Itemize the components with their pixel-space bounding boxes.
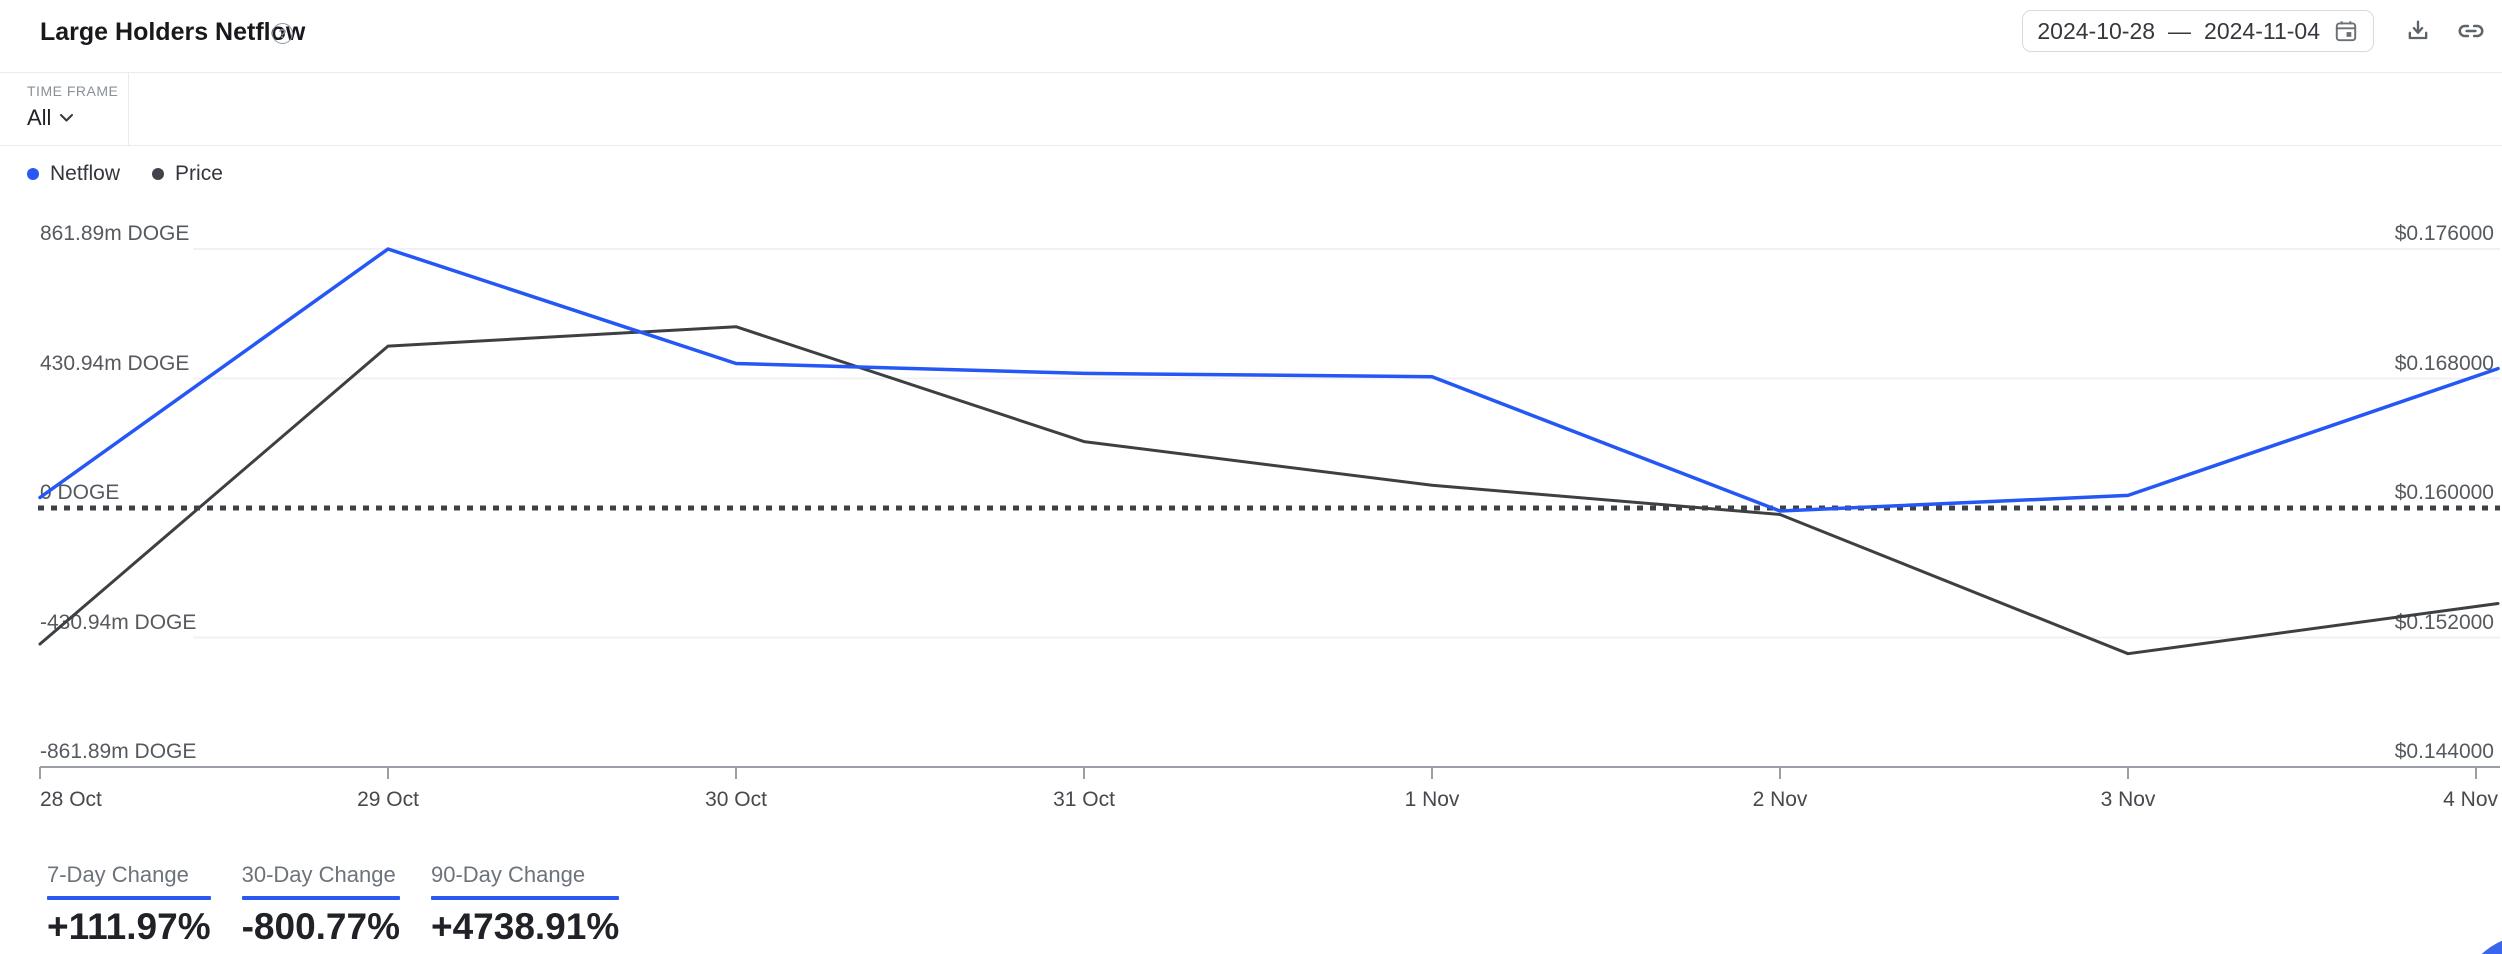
date-separator: — (2168, 17, 2192, 44)
x-axis-label: 1 Nov (1404, 788, 1460, 811)
x-axis-label: 29 Oct (357, 788, 419, 811)
stat-underline (430, 896, 620, 900)
divider (0, 72, 2502, 73)
stat-tab-90day[interactable]: 90-Day Change +4738.91% (430, 862, 628, 948)
x-axis-label: 2 Nov (1752, 788, 1808, 811)
stat-value: +4738.91% (430, 906, 620, 947)
legend-label: Netflow (50, 162, 121, 185)
chart-legend: Netflow Price (27, 162, 223, 186)
y-axis-label-right: $0.176000 (2394, 222, 2494, 245)
date-range-picker[interactable]: 2024-10-28 — 2024-11-04 (2022, 10, 2374, 52)
y-axis-label-left: 861.89m DOGE (40, 222, 190, 245)
netflow-color-dot (27, 168, 39, 180)
stat-label: 7-Day Change (47, 862, 189, 887)
x-axis-label: 3 Nov (2100, 788, 2156, 811)
x-axis-label: 30 Oct (705, 788, 767, 811)
divider (0, 145, 2502, 146)
share-link-icon[interactable] (2456, 16, 2486, 46)
stat-value: -800.77% (241, 906, 400, 947)
header-controls: 2024-10-28 — 2024-11-04 (2022, 10, 2496, 52)
legend-label: Price (175, 162, 223, 185)
y-axis-label-left: -861.89m DOGE (40, 740, 197, 763)
date-end: 2024-11-04 (2204, 17, 2320, 44)
download-button[interactable] (2404, 17, 2432, 45)
x-axis-label: 4 Nov (2443, 788, 2498, 811)
y-axis-label-right: $0.168000 (2394, 351, 2494, 375)
legend-item-netflow[interactable]: Netflow (27, 162, 120, 186)
stat-value: +111.97% (47, 906, 211, 947)
stat-label: 30-Day Change (241, 862, 396, 887)
y-axis-label-left: 430.94m DOGE (40, 351, 190, 375)
y-axis-label-left: 0 DOGE (40, 481, 120, 504)
x-axis-label: 31 Oct (1053, 788, 1115, 811)
y-axis-label-left: -430.94m DOGE (40, 610, 197, 634)
stat-underline (47, 896, 211, 900)
calendar-icon[interactable] (2333, 18, 2359, 44)
y-axis-label-right: $0.160000 (2394, 481, 2494, 504)
stat-underline (241, 896, 400, 900)
chevron-down-icon (60, 114, 74, 122)
y-axis-label-right: $0.144000 (2394, 740, 2494, 763)
time-frame-dropdown[interactable]: All (27, 105, 74, 131)
legend-item-price[interactable]: Price (152, 162, 223, 186)
date-start: 2024-10-28 (2037, 17, 2156, 44)
time-frame-value: All (27, 105, 52, 130)
page-title: Large Holders Netflow (40, 18, 306, 46)
change-stats: 7-Day Change +111.97% 30-Day Change -800… (47, 862, 628, 948)
stat-tab-7day[interactable]: 7-Day Change +111.97% (47, 862, 220, 948)
stat-tab-30day[interactable]: 30-Day Change -800.77% (241, 862, 409, 948)
help-icon[interactable]: ? (272, 23, 293, 44)
y-axis-label-right: $0.152000 (2394, 610, 2494, 634)
price-color-dot (152, 168, 165, 180)
divider (128, 72, 129, 145)
x-axis-label: 28 Oct (40, 788, 102, 811)
time-frame-label: TIME FRAME (27, 83, 119, 99)
stat-label: 90-Day Change (430, 862, 586, 887)
header: Large Holders Netflow ? 2024-10-28 — 202… (0, 0, 2502, 72)
